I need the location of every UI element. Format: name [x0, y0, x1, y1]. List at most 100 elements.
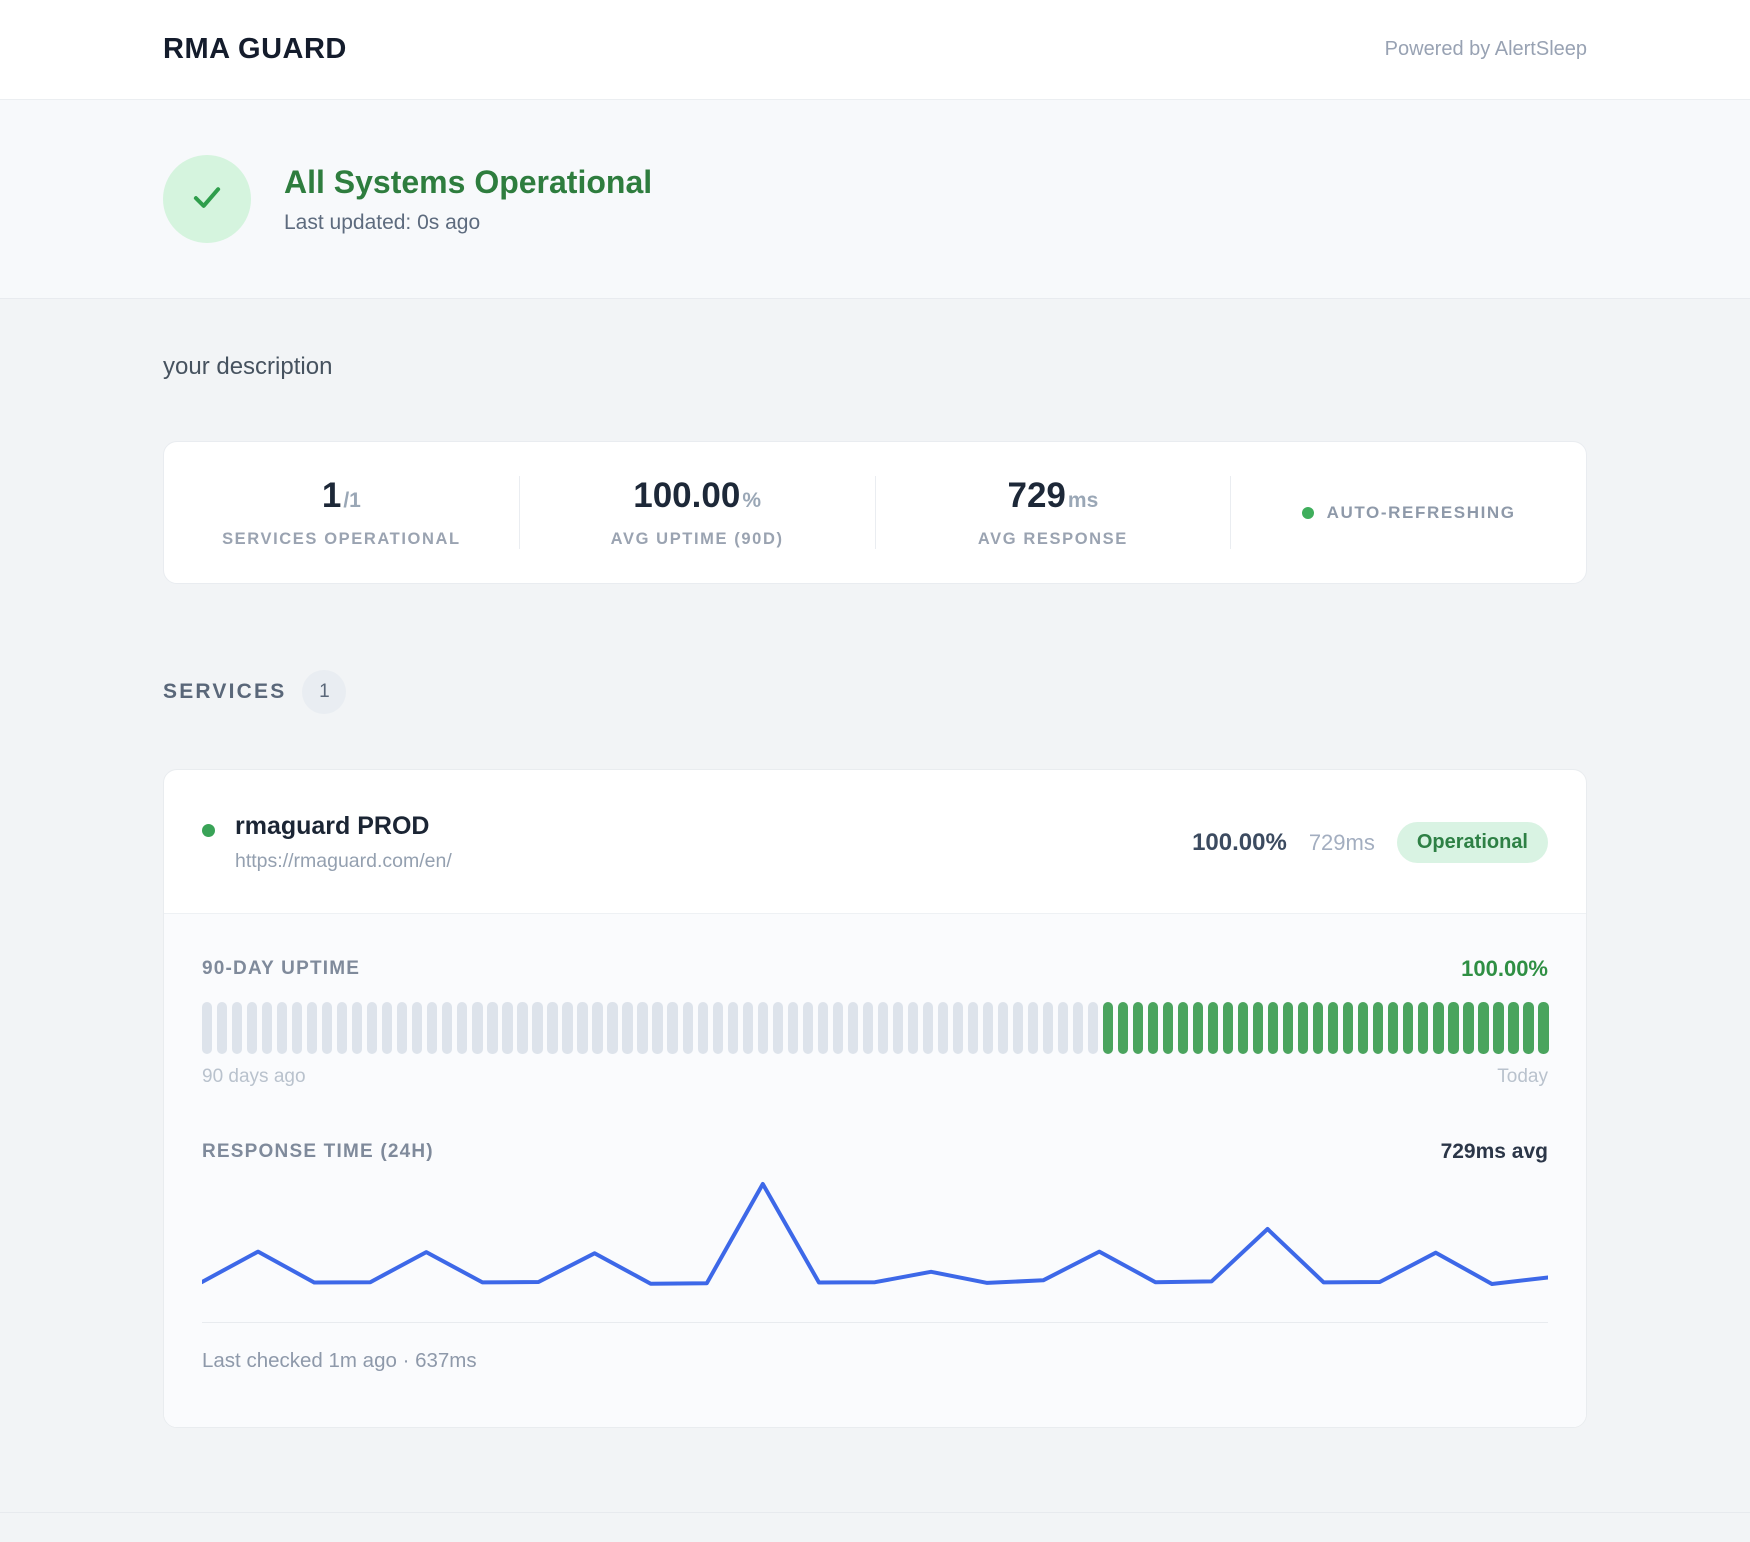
uptime-bar[interactable] — [1403, 1002, 1414, 1054]
uptime-bar[interactable] — [547, 1002, 558, 1054]
uptime-bar[interactable] — [772, 1002, 783, 1054]
uptime-bar[interactable] — [682, 1002, 693, 1054]
uptime-bar[interactable] — [592, 1002, 603, 1054]
uptime-bar[interactable] — [262, 1002, 273, 1054]
service-header-row[interactable]: rmaguard PROD https://rmaguard.com/en/ 1… — [164, 770, 1586, 913]
uptime-bar[interactable] — [1117, 1002, 1129, 1054]
uptime-bar[interactable] — [1087, 1002, 1099, 1054]
uptime-bar[interactable] — [1373, 1002, 1384, 1054]
uptime-bar[interactable] — [817, 1002, 828, 1054]
uptime-bar[interactable] — [1147, 1002, 1159, 1054]
uptime-bar[interactable] — [412, 1002, 423, 1054]
uptime-bar[interactable] — [997, 1002, 1009, 1054]
uptime-bar[interactable] — [1132, 1002, 1144, 1054]
uptime-bar[interactable] — [442, 1002, 453, 1054]
uptime-bar[interactable] — [847, 1002, 858, 1054]
uptime-bar[interactable] — [802, 1002, 813, 1054]
uptime-bar[interactable] — [1448, 1002, 1459, 1054]
uptime-bar[interactable] — [862, 1002, 873, 1054]
uptime-bar[interactable] — [1328, 1002, 1339, 1054]
uptime-bar[interactable] — [1298, 1002, 1309, 1054]
uptime-bar[interactable] — [1193, 1002, 1204, 1054]
uptime-bar[interactable] — [532, 1002, 543, 1054]
uptime-bar[interactable] — [1223, 1002, 1234, 1054]
uptime-bar[interactable] — [322, 1002, 333, 1054]
uptime-bar[interactable] — [1418, 1002, 1429, 1054]
uptime-bar[interactable] — [1253, 1002, 1264, 1054]
uptime-bar[interactable] — [277, 1002, 288, 1054]
stat-unit: ms — [1067, 489, 1099, 512]
response-chart-line — [202, 1182, 1548, 1286]
uptime-bar[interactable] — [577, 1002, 588, 1054]
uptime-bar[interactable] — [1072, 1002, 1084, 1054]
uptime-bar[interactable] — [952, 1002, 963, 1054]
uptime-bar[interactable] — [1102, 1002, 1114, 1054]
uptime-bar[interactable] — [1027, 1002, 1039, 1054]
uptime-bar[interactable] — [832, 1002, 843, 1054]
uptime-bar[interactable] — [397, 1002, 408, 1054]
uptime-bar[interactable] — [1238, 1002, 1249, 1054]
uptime-bar[interactable] — [667, 1002, 678, 1054]
stat-avg-uptime: 100.00 % AVG UPTIME (90D) — [518, 476, 875, 549]
uptime-bar[interactable] — [652, 1002, 663, 1054]
uptime-bar[interactable] — [712, 1002, 723, 1054]
uptime-bar[interactable] — [1343, 1002, 1354, 1054]
uptime-bar[interactable] — [727, 1002, 738, 1054]
uptime-bar[interactable] — [1508, 1002, 1519, 1054]
uptime-bar[interactable] — [1358, 1002, 1369, 1054]
powered-by-label[interactable]: Powered by AlertSleep — [1384, 38, 1587, 60]
uptime-bar[interactable] — [427, 1002, 438, 1054]
uptime-bar[interactable] — [1463, 1002, 1474, 1054]
uptime-bar[interactable] — [337, 1002, 348, 1054]
uptime-bar[interactable] — [1208, 1002, 1219, 1054]
uptime-bar[interactable] — [1012, 1002, 1024, 1054]
uptime-bars — [202, 1002, 1549, 1054]
uptime-bar[interactable] — [1523, 1002, 1534, 1054]
uptime-bar[interactable] — [202, 1002, 213, 1054]
uptime-bar[interactable] — [232, 1002, 243, 1054]
uptime-bar[interactable] — [292, 1002, 303, 1054]
uptime-bar[interactable] — [1283, 1002, 1294, 1054]
uptime-bar[interactable] — [922, 1002, 933, 1054]
uptime-bar[interactable] — [697, 1002, 708, 1054]
uptime-bar[interactable] — [517, 1002, 528, 1054]
uptime-bar[interactable] — [487, 1002, 498, 1054]
uptime-bar[interactable] — [877, 1002, 888, 1054]
uptime-bar[interactable] — [1313, 1002, 1324, 1054]
stat-services-operational: 1 /1 SERVICES OPERATIONAL — [164, 476, 519, 549]
uptime-bar[interactable] — [352, 1002, 363, 1054]
uptime-bar[interactable] — [637, 1002, 648, 1054]
uptime-bar[interactable] — [937, 1002, 948, 1054]
uptime-bar[interactable] — [1268, 1002, 1279, 1054]
uptime-bar[interactable] — [622, 1002, 633, 1054]
service-url-link[interactable]: https://rmaguard.com/en/ — [235, 850, 452, 872]
uptime-bar[interactable] — [457, 1002, 468, 1054]
uptime-bar[interactable] — [367, 1002, 378, 1054]
uptime-bar[interactable] — [1493, 1002, 1504, 1054]
uptime-bar[interactable] — [217, 1002, 228, 1054]
uptime-bar[interactable] — [1057, 1002, 1069, 1054]
uptime-bar[interactable] — [1538, 1002, 1549, 1054]
uptime-bar[interactable] — [382, 1002, 393, 1054]
uptime-bar[interactable] — [307, 1002, 318, 1054]
uptime-bar[interactable] — [742, 1002, 753, 1054]
uptime-bar[interactable] — [502, 1002, 513, 1054]
uptime-bar[interactable] — [892, 1002, 903, 1054]
uptime-bar[interactable] — [787, 1002, 798, 1054]
uptime-bar[interactable] — [967, 1002, 979, 1054]
uptime-bar[interactable] — [247, 1002, 258, 1054]
uptime-bar[interactable] — [472, 1002, 483, 1054]
uptime-bar[interactable] — [1433, 1002, 1444, 1054]
uptime-bar[interactable] — [1388, 1002, 1399, 1054]
uptime-bar[interactable] — [1478, 1002, 1489, 1054]
uptime-bar[interactable] — [1178, 1002, 1189, 1054]
uptime-bar[interactable] — [907, 1002, 918, 1054]
uptime-bar[interactable] — [757, 1002, 768, 1054]
chart-divider — [202, 1322, 1548, 1323]
uptime-bar[interactable] — [607, 1002, 618, 1054]
uptime-bar[interactable] — [562, 1002, 573, 1054]
uptime-bar[interactable] — [1163, 1002, 1174, 1054]
uptime-bar[interactable] — [982, 1002, 994, 1054]
services-count-badge: 1 — [302, 670, 347, 714]
uptime-bar[interactable] — [1042, 1002, 1054, 1054]
